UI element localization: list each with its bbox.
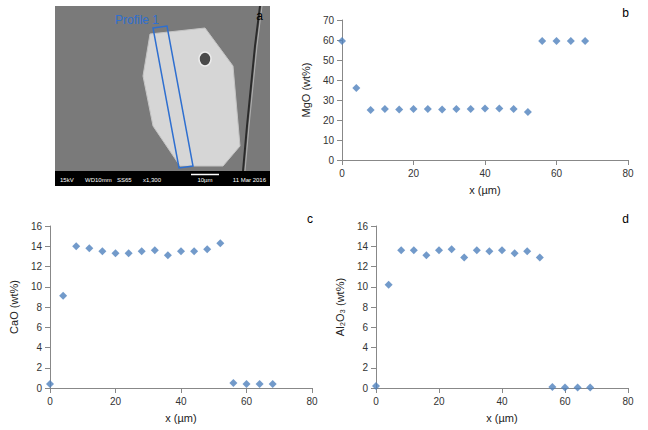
svg-text:x (µm): x (µm) [486,412,517,424]
svg-text:2: 2 [36,362,42,373]
svg-text:60: 60 [323,35,335,46]
svg-text:14: 14 [31,241,43,252]
svg-text:6: 6 [36,322,42,333]
svg-text:60: 60 [551,168,563,179]
svg-text:x (µm): x (µm) [165,412,196,424]
svg-text:0: 0 [36,383,42,394]
svg-text:a: a [256,9,263,23]
svg-text:b: b [622,6,629,20]
svg-text:80: 80 [622,396,634,407]
svg-text:0: 0 [362,383,368,394]
svg-text:20: 20 [110,396,122,407]
svg-text:SS65: SS65 [117,177,132,183]
svg-text:40: 40 [496,396,508,407]
svg-text:12: 12 [31,261,43,272]
svg-text:10: 10 [323,135,335,146]
svg-text:70: 70 [323,15,335,26]
svg-text:40: 40 [323,75,335,86]
svg-text:11 Mar 2016: 11 Mar 2016 [233,177,267,183]
svg-text:2: 2 [362,362,368,373]
svg-text:4: 4 [362,342,368,353]
svg-text:16: 16 [357,221,369,232]
svg-text:50: 50 [323,55,335,66]
svg-text:10: 10 [357,281,369,292]
svg-text:d: d [622,212,629,226]
svg-text:4: 4 [36,342,42,353]
svg-text:80: 80 [306,396,318,407]
svg-text:0: 0 [47,396,53,407]
svg-text:10µm: 10µm [197,177,212,183]
svg-text:x1,300: x1,300 [143,177,162,183]
svg-text:16: 16 [31,221,43,232]
svg-text:14: 14 [357,241,369,252]
svg-text:20: 20 [408,168,420,179]
svg-text:60: 60 [559,396,571,407]
svg-text:0: 0 [328,155,334,166]
svg-text:0: 0 [339,168,345,179]
svg-text:80: 80 [622,168,634,179]
svg-text:8: 8 [36,302,42,313]
svg-text:MgO (wt%): MgO (wt%) [300,63,312,118]
svg-text:CaO (wt%): CaO (wt%) [8,280,20,334]
svg-text:30: 30 [323,95,335,106]
svg-text:10: 10 [31,281,43,292]
svg-text:Profile 1: Profile 1 [115,13,159,27]
svg-text:Al₂O₃ (wt%): Al₂O₃ (wt%) [334,278,346,336]
svg-text:WD10mm: WD10mm [85,177,112,183]
svg-text:60: 60 [241,396,253,407]
svg-text:6: 6 [362,322,368,333]
svg-text:20: 20 [433,396,445,407]
svg-text:8: 8 [362,302,368,313]
svg-text:40: 40 [175,396,187,407]
svg-text:15kV: 15kV [60,177,74,183]
svg-text:20: 20 [323,115,335,126]
svg-text:x (µm): x (µm) [469,184,500,196]
svg-text:12: 12 [357,261,369,272]
svg-text:c: c [307,212,313,226]
svg-text:0: 0 [373,396,379,407]
svg-text:40: 40 [479,168,491,179]
